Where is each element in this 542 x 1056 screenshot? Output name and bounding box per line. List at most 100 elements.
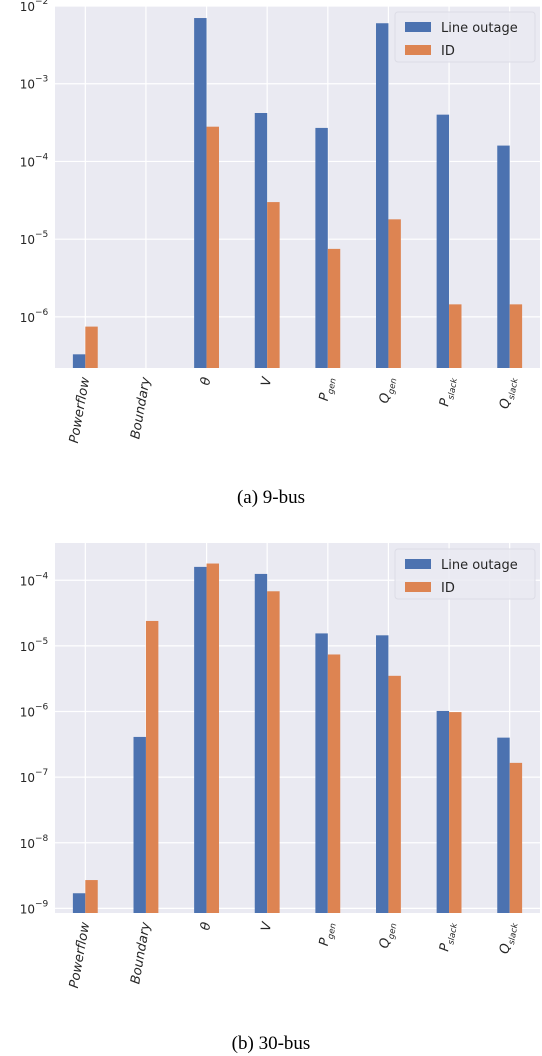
bar-id [327,248,341,368]
x-tick-label: Powerflow [67,921,93,990]
legend-label: Line outage [441,558,518,573]
bar-line-outage [376,23,389,369]
x-tick-label: Powerflow [67,376,93,445]
y-tick-exponent: −4 [35,571,49,581]
x-tick-main: Q [377,937,394,950]
x-tick-label: Pgen [317,376,339,403]
bar-line-outage [194,566,207,913]
bar-line-outage [254,573,268,913]
legend-label: Line outage [441,21,518,36]
y-tick-label: 10−8 [20,834,49,851]
y-tick-label: 10−3 [20,75,49,92]
y-tick-exponent: −4 [35,152,49,162]
y-tick-exponent: −7 [35,768,48,778]
x-tick-label: Pslack [437,375,460,408]
caption-9-bus: (a) 9-bus [237,487,305,508]
bar-id [85,880,98,913]
bar-line-outage [72,354,86,368]
y-tick-exponent: −2 [35,0,48,7]
x-tick-subscript: slack [507,376,521,400]
y-tick-base: 10 [20,155,35,169]
x-tick-label: Pslack [437,920,460,953]
x-tick-main: V [259,920,276,932]
x-tick-main: θ [198,921,214,931]
bar-line-outage [497,145,510,368]
y-tick-label: 10−6 [20,703,49,720]
y-tick-base: 10 [20,706,35,720]
y-tick-label: 10−9 [20,899,49,916]
y-tick-exponent: −5 [35,230,48,240]
bar-id [206,563,219,913]
x-tick-label: θ [198,376,214,386]
y-tick-base: 10 [20,771,35,785]
x-tick-label: θ [198,921,214,931]
x-tick-subscript: slack [446,921,460,945]
x-tick-main: V [259,375,276,387]
x-tick-subscript: slack [446,376,460,400]
y-tick-label: 10−7 [20,768,49,785]
x-tick-label: Pgen [317,921,339,948]
y-tick-label: 10−4 [20,571,49,588]
x-tick-label: Qgen [377,376,399,405]
x-tick-label: Qslack [497,920,520,956]
bar-line-outage [436,114,450,368]
x-tick-main: θ [198,376,214,386]
bar-id [206,126,219,368]
x-tick-main: Q [377,392,394,405]
x-tick-main: Powerflow [67,921,93,990]
x-tick-main: P [437,397,453,407]
y-tick-label: 10−5 [20,230,49,247]
x-tick-subscript: gen [326,377,339,395]
bar-id [388,219,401,368]
bar-id [388,675,401,913]
legend-label: ID [441,581,455,596]
bar-line-outage [315,633,328,913]
bar-line-outage [497,737,510,913]
x-tick-subscript: gen [326,922,339,940]
y-tick-base: 10 [20,574,35,588]
y-tick-exponent: −5 [35,637,48,647]
bar-line-outage [436,710,450,913]
x-tick-label: Boundary [128,921,154,986]
y-tick-label: 10−2 [20,0,49,14]
x-tick-main: P [317,937,333,947]
y-tick-exponent: −8 [35,834,49,844]
legend-swatch [405,22,431,32]
bar-id [509,304,523,368]
x-tick-main: Q [497,397,514,410]
y-tick-base: 10 [20,311,35,325]
x-tick-main: Q [497,942,514,955]
bar-line-outage [194,18,207,368]
y-tick-base: 10 [20,0,35,14]
bar-id [145,620,159,913]
legend-swatch [405,559,431,569]
y-tick-base: 10 [20,78,35,92]
x-tick-label: V [259,920,276,932]
y-tick-label: 10−5 [20,637,49,654]
bar-id [327,654,341,913]
y-tick-base: 10 [20,902,35,916]
y-tick-base: 10 [20,837,35,851]
x-tick-main: P [317,392,333,402]
bar-line-outage [254,113,268,368]
bar-id [449,712,462,913]
y-tick-base: 10 [20,233,35,247]
bar-id [449,304,462,368]
x-tick-subscript: gen [387,377,400,395]
x-tick-label: Boundary [128,376,154,441]
bar-id [509,762,523,913]
caption-30-bus: (b) 30-bus [232,1033,311,1054]
x-tick-main: P [437,942,453,952]
x-tick-label: V [259,375,276,387]
bar-line-outage [72,893,86,913]
legend-label: ID [441,44,455,59]
y-tick-exponent: −3 [35,75,48,85]
y-tick-label: 10−4 [20,152,49,169]
legend-swatch [405,582,431,592]
y-tick-base: 10 [20,640,35,654]
x-tick-subscript: gen [387,922,400,940]
bar-line-outage [133,736,146,913]
